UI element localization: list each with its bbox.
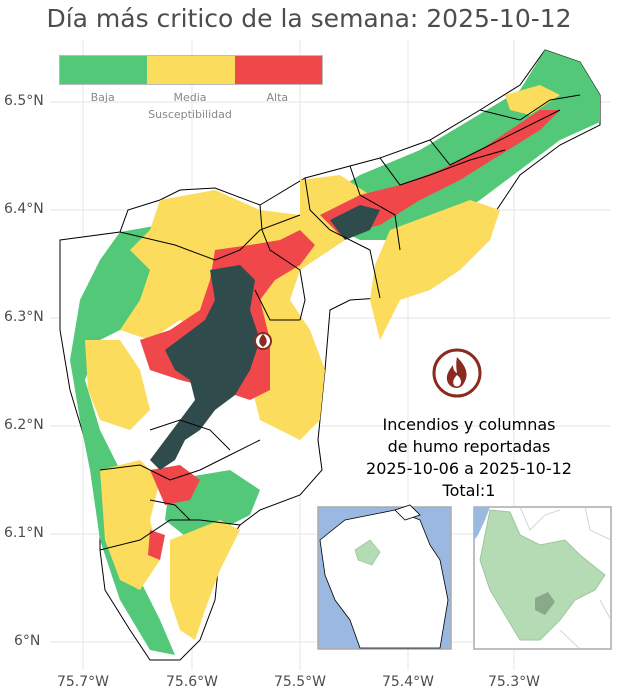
- lat-tick-label: 6.4°N: [4, 201, 44, 217]
- legend-label-alta: Alta: [266, 91, 289, 104]
- zone-media: [505, 85, 560, 115]
- annotation-line: Incendios y columnas: [382, 415, 556, 434]
- inset-colombia: [317, 504, 452, 650]
- zone-media: [170, 520, 240, 640]
- zone-alta: [150, 465, 200, 505]
- legend-swatch-alta: [234, 56, 322, 84]
- inset-antioquia: [473, 506, 612, 650]
- lat-tick-label: 6.5°N: [4, 93, 44, 109]
- annotation-line: de humo reportadas: [387, 437, 551, 456]
- municipality-boundaries: [99, 94, 581, 551]
- zone-media: [100, 460, 160, 590]
- legend-label-baja: Baja: [90, 91, 115, 104]
- zone-media: [85, 340, 150, 430]
- zone-urban: [330, 205, 380, 240]
- lon-tick-label: 75.3°W: [487, 674, 540, 690]
- map-title: Día más critico de la semana: 2025-10-12: [46, 4, 572, 33]
- zone-alta: [320, 110, 560, 235]
- legend-title: Susceptibilidad: [148, 108, 232, 121]
- lon-tick-label: 75.5°W: [273, 674, 326, 690]
- legend-swatch-media: [147, 56, 235, 84]
- fire-report-annotation: Incendios y columnas de humo reportadas …: [346, 414, 592, 502]
- legend-color-bar: [59, 55, 323, 85]
- zone-urban: [150, 265, 260, 470]
- annotation-total: Total:1: [442, 481, 496, 500]
- legend: Baja Media Alta Susceptibilidad: [59, 55, 323, 121]
- fire-icon: [432, 348, 482, 398]
- lon-tick-label: 75.6°W: [165, 674, 218, 690]
- zone-alta: [148, 530, 165, 560]
- lon-tick-label: 75.4°W: [381, 674, 434, 690]
- zone-baja: [70, 225, 215, 655]
- annotation-date-range: 2025-10-06 a 2025-10-12: [366, 459, 572, 478]
- lat-tick-label: 6.1°N: [4, 525, 44, 541]
- reported-fire-marker[interactable]: [254, 332, 272, 350]
- lat-tick-label: 6.3°N: [4, 309, 44, 325]
- lat-tick-label: 6°N: [14, 633, 41, 649]
- legend-label-media: Media: [173, 91, 207, 104]
- legend-swatch-baja: [60, 56, 148, 84]
- lat-tick-label: 6.2°N: [4, 417, 44, 433]
- zone-media: [370, 200, 500, 340]
- lon-tick-label: 75.7°W: [56, 674, 109, 690]
